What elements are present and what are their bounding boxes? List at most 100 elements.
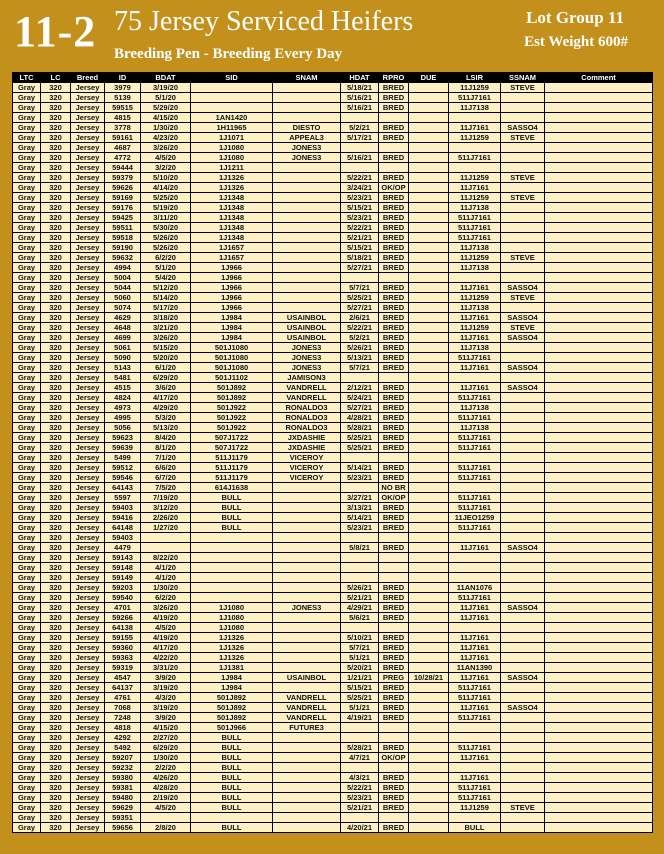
cell xyxy=(408,102,449,113)
cell: BRED xyxy=(378,512,409,523)
cell: 320 xyxy=(40,192,71,203)
cell: 5/22/21 xyxy=(340,782,379,793)
cell: Gray xyxy=(12,472,41,483)
table-row: Gray 320 Jersey 59207 1/30/20 BULL 4/7/21 OK/OP… xyxy=(12,752,653,763)
cell xyxy=(408,262,449,273)
cell: Gray xyxy=(12,692,41,703)
cell: BRED xyxy=(378,692,409,703)
cell: 3/6/20 xyxy=(140,382,191,393)
cell xyxy=(500,222,545,233)
cell: 5/21/21 xyxy=(340,802,379,813)
cell: 59380 xyxy=(104,772,141,783)
table-row: Gray 320 Jersey 4547 3/9/20 1J984 USAINBOL 1/21… xyxy=(12,672,653,683)
cell xyxy=(408,442,449,453)
cell: BRED xyxy=(378,472,409,483)
table-row: Gray 320 Jersey 4815 4/15/20 1AN1420 xyxy=(12,112,653,123)
cell: 5481 xyxy=(104,372,141,383)
cell xyxy=(544,172,653,183)
cell: 5597 xyxy=(104,492,141,503)
cell: 2/26/20 xyxy=(140,512,191,523)
cell: Gray xyxy=(12,352,41,363)
cell: 11J7161 xyxy=(448,672,501,683)
cell xyxy=(272,612,341,623)
cell: BRED xyxy=(378,92,409,103)
cell: 59351 xyxy=(104,812,141,823)
cell xyxy=(272,782,341,793)
cell: BULL xyxy=(190,782,273,793)
cell: Jersey xyxy=(70,112,105,123)
cell: 320 xyxy=(40,92,71,103)
table-row: Gray 320 Jersey 7248 3/9/20 501J892 VANDRELL 4/… xyxy=(12,712,653,723)
cell: VANDRELL xyxy=(272,392,341,403)
cell: 59629 xyxy=(104,802,141,813)
cell: 320 xyxy=(40,302,71,313)
cell: 320 xyxy=(40,522,71,533)
cell: 4701 xyxy=(104,602,141,613)
cell: 11J7161 xyxy=(448,752,501,763)
cell xyxy=(500,782,545,793)
column-header: SID xyxy=(190,72,273,83)
cell: 59266 xyxy=(104,612,141,623)
cell: JAMISON3 xyxy=(272,372,341,383)
table-row: Gray 320 Jersey 4973 4/29/20 501J922 RONALDO3 5… xyxy=(12,402,653,413)
cell: 1J966 xyxy=(190,282,273,293)
cell: 5499 xyxy=(104,452,141,463)
cell: Gray xyxy=(12,452,41,463)
cell: 320 xyxy=(40,362,71,373)
cell: Gray xyxy=(12,242,41,253)
cell: 501J922 xyxy=(190,402,273,413)
cell xyxy=(500,412,545,423)
cell xyxy=(544,682,653,693)
cell xyxy=(272,752,341,763)
cell xyxy=(500,622,545,633)
cell xyxy=(272,482,341,493)
cell: 320 xyxy=(40,172,71,183)
cell xyxy=(544,252,653,263)
cell: Jersey xyxy=(70,412,105,423)
cell: 5090 xyxy=(104,352,141,363)
cell: 5044 xyxy=(104,282,141,293)
cell: 59403 xyxy=(104,532,141,543)
cell: 2/27/20 xyxy=(140,732,191,743)
cell xyxy=(500,162,545,173)
cell: VICEROY xyxy=(272,462,341,473)
cell: Gray xyxy=(12,232,41,243)
table-row: Gray 320 Jersey 59360 4/17/20 1J1326 5/7/21 BRE… xyxy=(12,642,653,653)
cell: OK/OP xyxy=(378,182,409,193)
cell: SASSO4 xyxy=(500,542,545,553)
cell xyxy=(272,282,341,293)
cell: 5/2/21 xyxy=(340,122,379,133)
cell xyxy=(500,742,545,753)
cell xyxy=(500,302,545,313)
cell: BRED xyxy=(378,122,409,133)
cell: 4/22/20 xyxy=(140,652,191,663)
cell: 11J7161 xyxy=(448,312,501,323)
cell: Gray xyxy=(12,822,41,833)
cell: BRED xyxy=(378,592,409,603)
cell: 7/5/20 xyxy=(140,482,191,493)
cell xyxy=(544,92,653,103)
cell: 59232 xyxy=(104,762,141,773)
cell: BRED xyxy=(378,582,409,593)
cell: 320 xyxy=(40,762,71,773)
cell xyxy=(500,152,545,163)
cell: 5/25/21 xyxy=(340,442,379,453)
cell xyxy=(500,812,545,823)
cell: 5074 xyxy=(104,302,141,313)
cell xyxy=(544,722,653,733)
cell: Gray xyxy=(12,172,41,183)
cell xyxy=(500,372,545,383)
table-row: Gray 320 Jersey 4648 3/21/20 1J984 USAINBOL 5/2… xyxy=(12,322,653,333)
column-header: SNAM xyxy=(272,72,341,83)
cell xyxy=(408,182,449,193)
cell xyxy=(544,402,653,413)
cell: Jersey xyxy=(70,602,105,613)
cell: 59480 xyxy=(104,792,141,803)
cell: Jersey xyxy=(70,572,105,583)
cell: STEVE xyxy=(500,192,545,203)
cell xyxy=(544,382,653,393)
cell: 59155 xyxy=(104,632,141,643)
table-row: Gray 320 Jersey 5499 7/1/20 511J1179 VICEROY xyxy=(12,452,653,463)
cell: 4818 xyxy=(104,722,141,733)
cell xyxy=(272,182,341,193)
